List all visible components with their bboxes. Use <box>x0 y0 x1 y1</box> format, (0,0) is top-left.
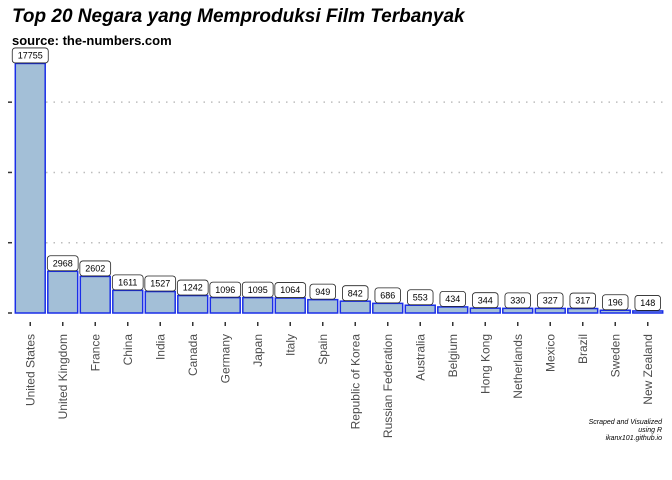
data-label-box <box>407 289 434 306</box>
data-label: 842 <box>348 288 363 298</box>
x-tick-label: Spain <box>316 334 330 365</box>
bar-china <box>112 289 144 314</box>
x-tick-label: India <box>153 334 167 360</box>
bar-sweden <box>599 309 631 314</box>
bar-united-kingdom <box>47 270 79 314</box>
data-label-box <box>309 283 336 300</box>
bar-new-zealand <box>632 310 664 314</box>
data-label-box <box>472 292 499 309</box>
data-label-box <box>602 294 629 311</box>
x-tick-label: New Zealand <box>641 334 655 405</box>
data-label: 327 <box>543 296 558 306</box>
x-tick-label: Hong Kong <box>478 334 492 394</box>
bar-india <box>144 290 176 314</box>
data-label-box <box>11 47 49 64</box>
data-label: 2968 <box>53 258 73 268</box>
bar-belgium <box>437 306 469 314</box>
bar-united-states <box>14 62 46 314</box>
data-label: 2602 <box>85 264 105 274</box>
data-label: 1096 <box>215 285 235 295</box>
x-tick-label: Netherlands <box>511 334 525 399</box>
data-label-box <box>209 281 242 298</box>
data-label: 17755 <box>18 51 43 61</box>
x-tick-label: Belgium <box>446 334 460 377</box>
bar-japan <box>242 296 274 314</box>
x-tick-label: Germany <box>218 334 232 383</box>
x-tick-label: Sweden <box>608 334 622 377</box>
caption-line-3: ikanx101.github.io <box>605 435 662 442</box>
data-label: 330 <box>510 296 525 306</box>
data-label-box <box>342 285 369 302</box>
x-tick-label: China <box>121 334 135 366</box>
bar-germany <box>209 296 241 314</box>
caption-line-2: using R <box>638 427 662 434</box>
bar-brazil <box>567 307 599 314</box>
data-label: 1527 <box>150 279 170 289</box>
data-label-box <box>569 292 596 309</box>
data-label-box <box>241 281 274 298</box>
data-label: 434 <box>445 294 460 304</box>
data-label: 148 <box>640 298 655 308</box>
bar-mexico <box>534 307 566 314</box>
data-label-box <box>504 292 531 309</box>
data-label-box <box>46 255 79 272</box>
data-label-box <box>439 290 466 307</box>
x-tick-label: Republic of Korea <box>348 334 362 430</box>
data-label: 1611 <box>118 278 137 288</box>
data-label: 196 <box>608 297 623 307</box>
bar-russian-federation <box>372 302 404 314</box>
data-label-box <box>374 287 401 304</box>
x-tick-label: Canada <box>186 334 200 376</box>
chart-subtitle: source: the-numbers.com <box>12 33 172 48</box>
chart-title: Top 20 Negara yang Memproduksi Film Terb… <box>12 6 465 27</box>
data-label-box <box>634 295 661 311</box>
data-label-box <box>176 279 209 296</box>
bar-canada <box>177 294 209 314</box>
bar-spain <box>307 298 339 314</box>
x-tick-label: Mexico <box>543 334 557 372</box>
x-tick-label: United Kingdom <box>56 334 70 419</box>
x-tick-label: Brazil <box>576 334 590 364</box>
data-label: 1064 <box>280 285 300 295</box>
bar-hong-kong <box>469 307 501 314</box>
bar-republic-of-korea <box>339 300 371 314</box>
data-label-box <box>111 274 144 291</box>
bar-netherlands <box>502 307 534 314</box>
x-tick-label: United States <box>23 334 37 406</box>
data-label: 1242 <box>183 283 203 293</box>
x-tick-label: Australia <box>413 334 427 381</box>
data-label-box <box>274 282 307 298</box>
data-label-box <box>537 292 564 309</box>
caption: Scraped and Visualized using R ikanx101.… <box>589 419 662 443</box>
data-label-box <box>144 275 177 292</box>
data-label: 344 <box>478 295 493 305</box>
x-tick-label: Russian Federation <box>381 334 395 438</box>
x-tick-label: Italy <box>283 334 297 356</box>
data-label: 949 <box>315 287 330 297</box>
data-label: 553 <box>413 292 428 302</box>
data-label: 1095 <box>248 285 268 295</box>
bar-france <box>79 275 111 314</box>
x-tick-label: France <box>88 334 102 372</box>
bar-italy <box>274 297 306 314</box>
data-label: 686 <box>380 291 395 301</box>
x-tick-label: Japan <box>251 334 265 367</box>
data-label-box <box>79 260 112 277</box>
bar-australia <box>404 304 436 314</box>
caption-line-1: Scraped and Visualized <box>588 419 662 426</box>
data-label: 317 <box>575 296 590 306</box>
